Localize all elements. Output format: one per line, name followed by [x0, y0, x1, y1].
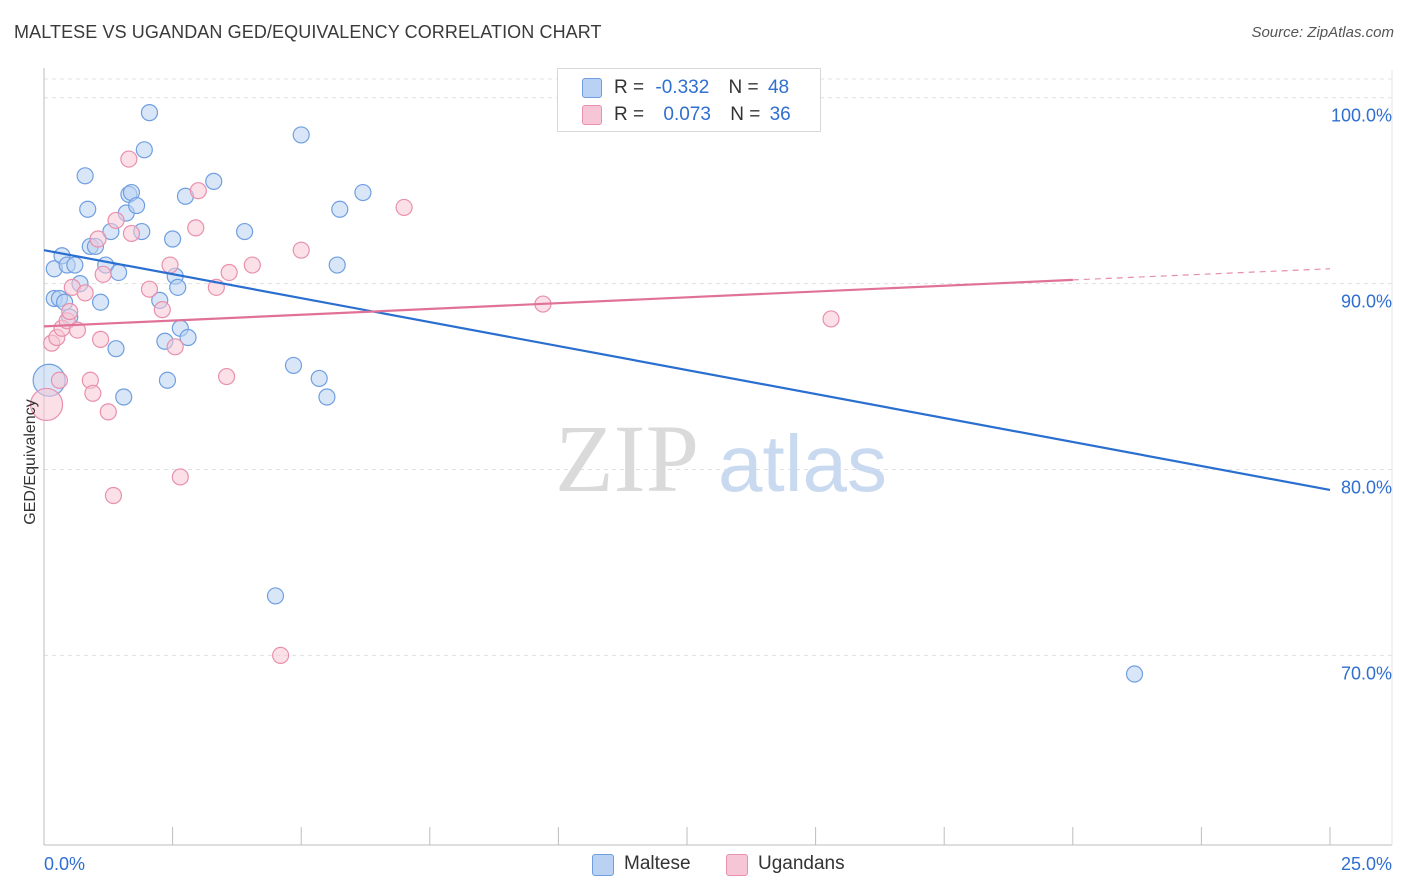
ugandans-point [99, 403, 117, 421]
maltese-point [169, 278, 187, 296]
ugandans-point [272, 646, 290, 664]
maltese-point [236, 222, 254, 241]
ugandans-swatch [582, 105, 602, 125]
maltese-point [91, 293, 110, 311]
maltese-point [76, 167, 94, 185]
ugandans-point [171, 468, 189, 486]
legend-r-label: R = [614, 104, 645, 125]
ugandans-point [104, 486, 123, 505]
y-tick-label: 100.0% [1331, 106, 1392, 126]
chart-title: MALTESE VS UGANDAN GED/EQUIVALENCY CORRE… [14, 22, 602, 42]
x-tick-label-min: 0.0% [44, 854, 85, 874]
maltese-point [318, 388, 336, 406]
watermark-zip: ZIP [555, 405, 699, 512]
maltese-point [331, 200, 349, 218]
ugandans-point [292, 241, 310, 259]
watermark-atlas: atlas [718, 419, 887, 508]
ugandans-point [153, 301, 171, 319]
ugandans-point [89, 230, 107, 248]
maltese-point [107, 340, 125, 358]
ugandans-point [395, 198, 413, 217]
ugandans-point [120, 150, 138, 168]
maltese-legend-label: Maltese [624, 853, 691, 874]
data-points [29, 77, 1144, 683]
maltese-point [354, 183, 372, 202]
maltese-point [66, 256, 84, 274]
legend-n-label: N = [728, 77, 759, 98]
maltese-legend-swatch [592, 854, 614, 876]
legend-n-label: N = [730, 104, 761, 125]
maltese-point [135, 141, 153, 159]
source-label: Source: ZipAtlas.com [1251, 24, 1394, 41]
ugandans-r-value: 0.073 [663, 104, 711, 125]
ugandans-trend-extension [1072, 268, 1331, 281]
maltese-point [310, 369, 328, 388]
y-tick-label: 80.0% [1341, 478, 1392, 498]
ugandans-point [243, 256, 261, 274]
ugandans-point [161, 256, 179, 274]
ugandans-point [84, 384, 102, 402]
ugandans-point [822, 310, 840, 328]
ugandans-legend-label: Ugandans [758, 853, 845, 874]
maltese-point [79, 200, 97, 218]
ugandans-point [76, 284, 94, 302]
ugandans-point [29, 387, 64, 422]
maltese-point [266, 587, 285, 605]
legend-r-label: R = [614, 77, 645, 98]
maltese-point [328, 256, 346, 274]
ugandans-point [140, 280, 159, 298]
ugandans-legend-swatch [726, 854, 748, 876]
maltese-point [140, 104, 159, 122]
maltese-swatch [582, 78, 602, 98]
maltese-point [179, 328, 197, 347]
maltese-point [205, 172, 223, 190]
ugandans-point [94, 265, 112, 283]
ugandans-point [122, 224, 141, 243]
ugandans-trend-line [43, 278, 1073, 328]
maltese-point [127, 196, 146, 215]
ugandans-point [50, 371, 69, 389]
trend-lines [43, 249, 1331, 492]
ugandans-point [218, 367, 236, 386]
ugandans-point [107, 211, 125, 230]
maltese-point [115, 388, 133, 406]
maltese-n-value: 48 [767, 77, 790, 98]
axis-labels: 100.0% 90.0% 80.0% 70.0% 0.0% 25.0% [44, 106, 1392, 874]
axes [43, 68, 1393, 846]
gridlines [44, 78, 1392, 656]
maltese-r-value: -0.332 [655, 77, 710, 98]
ugandans-point [187, 219, 205, 237]
maltese-point [1125, 665, 1144, 683]
ugandans-n-value: 36 [769, 104, 791, 125]
maltese-trend-line [43, 249, 1331, 492]
ugandans-point [220, 263, 238, 282]
y-tick-label: 70.0% [1341, 663, 1392, 683]
maltese-point [164, 230, 182, 248]
ugandans-point [189, 182, 207, 200]
maltese-point [158, 371, 177, 389]
maltese-point [284, 356, 303, 375]
y-tick-label: 90.0% [1341, 292, 1392, 312]
maltese-point [109, 263, 128, 282]
ugandans-point [166, 338, 184, 356]
maltese-point [292, 126, 310, 144]
x-tick-label-max: 25.0% [1341, 854, 1392, 874]
ugandans-point [61, 302, 79, 321]
correlation-legend: R = -0.332 N = 48 R = 0.073 N = 36 [557, 68, 821, 132]
y-axis-label: GED/Equivalency [22, 399, 39, 524]
ugandans-point [91, 330, 110, 348]
